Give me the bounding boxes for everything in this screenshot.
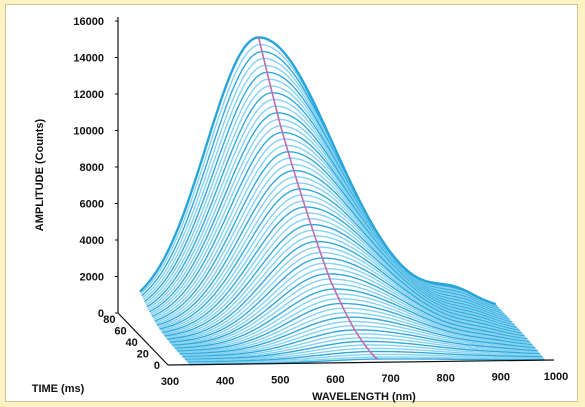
x-tick-label: 500: [271, 375, 289, 387]
x-tick-label: 400: [216, 375, 234, 387]
spectrum-line: [169, 257, 525, 344]
spectrum-line: [176, 298, 532, 351]
spectrum-line: [161, 206, 518, 334]
spectrum-line: [188, 353, 544, 364]
spectrum-line: [173, 283, 530, 348]
y-tick-label: 0: [98, 308, 104, 320]
spectrum-line: [161, 200, 517, 333]
spectrum-line: [164, 223, 520, 337]
spectrum-line: [184, 337, 540, 360]
spectrum-line: [181, 325, 537, 357]
spectrum-line: [183, 333, 539, 359]
spectrum-line: [168, 251, 525, 342]
z-tick-label: 80: [103, 314, 115, 326]
spectrum-line: [146, 92, 503, 312]
spectrum-line: [149, 118, 506, 316]
spectrum-back-edge: [139, 36, 497, 306]
x-tick-label: 300: [161, 376, 179, 388]
spectrum-line: [160, 194, 516, 331]
spectrum-line: [154, 151, 510, 322]
spectrum-line: [156, 169, 513, 326]
spectrum-line: [173, 278, 529, 347]
spectrum-line: [171, 267, 527, 346]
spectrum-line: [162, 212, 519, 335]
spectrum-line: [163, 218, 520, 336]
spectrum-line: [186, 347, 542, 362]
spectrum-line: [141, 50, 498, 307]
x-axis-title: WAVELENGTH (nm): [312, 391, 416, 403]
z-tick-label: 60: [114, 325, 126, 337]
y-tick-label: 10000: [73, 126, 104, 138]
waterfall-chart: 0 2000 4000 6000 8000 10000 12000 14000 16000 0 20…: [32, 16, 569, 403]
spectrum-line: [167, 240, 523, 340]
spectrum-line: [177, 302, 533, 352]
x-axis-line: [167, 359, 555, 366]
y-tick-label: 12000: [73, 89, 104, 101]
spectrum-line: [159, 188, 515, 330]
y-tick-label: 6000: [80, 199, 104, 211]
spectrum-line: [178, 312, 535, 354]
spectrum-line: [178, 307, 534, 353]
spectrum-line: [155, 157, 511, 324]
chart-frame: 0 2000 4000 6000 8000 10000 12000 14000 16000 0 20…: [5, 4, 578, 403]
spectrum-line: [175, 293, 531, 350]
spectrum-line: [158, 182, 514, 329]
x-tick-label: 900: [492, 372, 510, 384]
tick-labels: 0 2000 4000 6000 8000 10000 12000 14000 16000 0 20…: [73, 16, 568, 388]
spectrum-line: [187, 350, 543, 363]
z-axis-title: TIME (ms): [32, 383, 85, 395]
x-tick-label: 1000: [544, 371, 568, 383]
peak-track-line: [257, 37, 378, 360]
spectrum-line: [143, 71, 500, 310]
spectrum-line: [153, 144, 509, 321]
spectrum-line: [180, 320, 536, 356]
spectrum-line: [155, 163, 512, 325]
spectrum-line: [142, 57, 498, 308]
spectrum-line: [179, 316, 536, 355]
spectrum-line: [170, 262, 526, 345]
x-tick-label: 600: [326, 374, 344, 386]
spectrum-line: [150, 125, 507, 317]
z-tick-label: 40: [126, 337, 138, 349]
z-tick-label: 0: [154, 360, 160, 372]
spectrum-line: [149, 112, 505, 315]
spectrum-line: [167, 246, 524, 341]
z-axis-line: [117, 312, 169, 366]
spectrum-line: [185, 344, 541, 361]
spectrum-line: [172, 273, 528, 347]
y-tick-label: 8000: [80, 162, 104, 174]
y-tick-label: 2000: [80, 272, 104, 284]
spectrum-line: [174, 288, 530, 349]
spectrum-line: [151, 131, 508, 318]
axes: [117, 17, 555, 366]
z-tick-label: 20: [137, 348, 149, 360]
spectrum-line: [148, 105, 504, 314]
spectrum-line: [152, 138, 509, 319]
y-tick-label: 4000: [80, 235, 104, 247]
y-tick-label: 14000: [73, 53, 104, 65]
spectrum-line: [142, 64, 499, 309]
spectrum-line: [145, 85, 502, 311]
spectrum-line: [157, 176, 514, 328]
spectrum-line: [165, 229, 521, 338]
spectrum-line: [166, 235, 522, 339]
y-tick-label: 16000: [73, 16, 104, 28]
spectrum-line: [182, 329, 538, 358]
x-tick-label: 700: [381, 373, 399, 385]
y-axis-title: AMPLITUDE (Counts): [34, 118, 46, 231]
x-tick-label: 800: [437, 372, 455, 384]
spectrum-line: [144, 78, 501, 311]
spectra-surface: [139, 36, 546, 366]
spectrum-line: [147, 98, 503, 313]
spectrum-line: [189, 356, 545, 365]
